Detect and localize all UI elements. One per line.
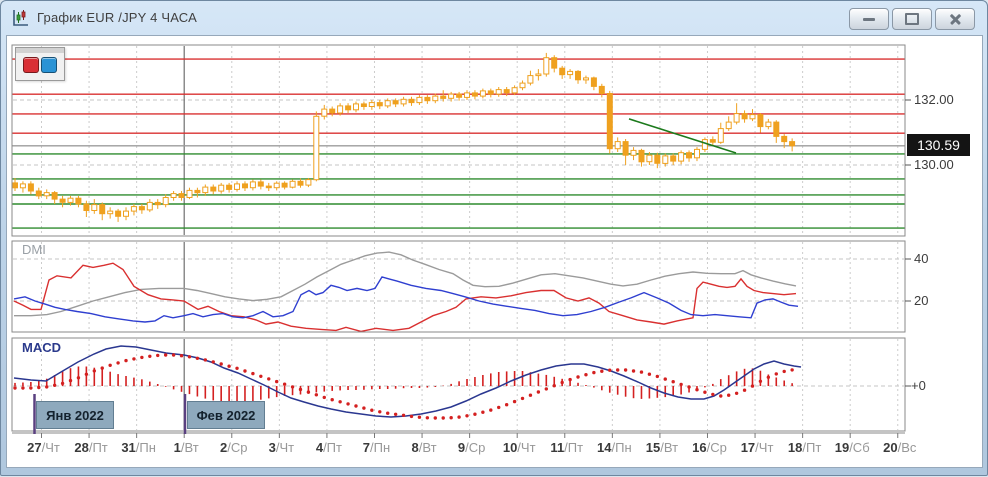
axis-tick-marks [905,100,911,386]
panel-backgrounds [12,45,905,431]
